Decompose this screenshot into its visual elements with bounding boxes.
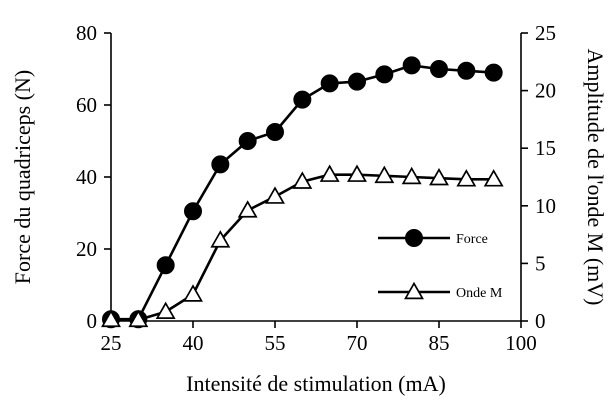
force-point <box>402 56 421 75</box>
left-y-tick-label: 80 <box>76 21 97 45</box>
force-point <box>184 202 202 221</box>
onde-m-point <box>347 164 367 182</box>
force-point <box>484 63 503 82</box>
onde-m-point <box>483 169 504 187</box>
force-point <box>266 123 284 141</box>
force-point <box>320 74 339 93</box>
onde-m-point <box>101 309 121 328</box>
x-tick-label: 40 <box>183 331 204 355</box>
left-y-tick-label: 0 <box>87 309 98 333</box>
x-tick-label: 55 <box>265 331 286 355</box>
legend-marker-onde-m <box>404 281 424 300</box>
force-point <box>375 65 394 84</box>
right-y-tick-label: 0 <box>535 309 546 333</box>
onde-m-point <box>183 284 203 302</box>
force-point <box>238 132 257 150</box>
left-y-tick-label: 40 <box>76 165 97 189</box>
left-y-tick-label: 60 <box>76 93 97 117</box>
left-y-tick-label: 20 <box>76 237 97 261</box>
force-point <box>457 61 476 80</box>
right-y-tick-label: 15 <box>535 136 556 160</box>
legend-label-onde-m: Onde M <box>456 286 503 301</box>
legend-label-force: Force <box>456 232 488 247</box>
right-y-axis-title: Amplitude de l'onde M (mV) <box>583 49 608 306</box>
onde-m-point <box>237 200 258 218</box>
onde-m-point <box>210 230 231 248</box>
right-y-tick-label: 10 <box>535 194 556 218</box>
right-y-tick-label: 5 <box>535 251 546 275</box>
x-tick-label: 100 <box>505 331 537 355</box>
onde-m-point <box>429 167 449 186</box>
onde-m-point <box>292 171 313 189</box>
force-point <box>348 72 366 91</box>
series-markers <box>101 56 504 329</box>
left-y-axis-title: Force du quadriceps (N) <box>10 70 35 284</box>
x-axis-title: Intensité de stimulation (mA) <box>186 371 446 396</box>
right-y-tick-label: 20 <box>535 79 556 103</box>
force-point <box>211 155 230 174</box>
series-line-onde-m <box>111 173 494 322</box>
x-tick-label: 70 <box>347 331 368 355</box>
onde-m-point <box>374 165 395 184</box>
force-point <box>293 90 312 109</box>
force-point <box>430 60 448 78</box>
onde-m-point <box>265 186 285 204</box>
right-y-tick-label: 25 <box>535 21 556 45</box>
legend: Force Onde M <box>378 229 503 301</box>
x-tick-label: 25 <box>101 331 122 355</box>
onde-m-point <box>456 169 477 187</box>
onde-m-point <box>128 309 149 328</box>
onde-m-point <box>401 166 422 185</box>
onde-m-point <box>319 164 340 182</box>
force-point <box>156 256 175 275</box>
onde-m-point <box>155 301 176 320</box>
legend-marker-force <box>405 229 423 247</box>
x-tick-label: 85 <box>429 331 450 355</box>
